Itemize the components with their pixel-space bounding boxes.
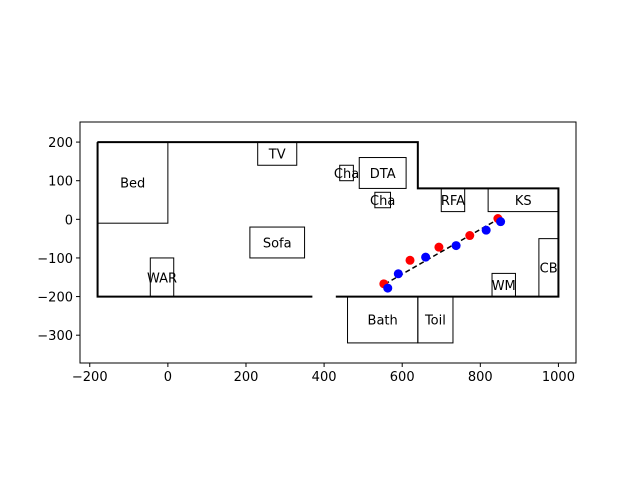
data-point-s1-2 (421, 252, 431, 262)
data-point-s1-3 (451, 241, 461, 251)
data-point-s1-4 (481, 225, 491, 235)
x-tick-label: 1000 (542, 370, 575, 385)
room-label-cha: Cha (334, 167, 359, 182)
data-point-s0-1 (405, 255, 415, 265)
room-label-sofa: Sofa (263, 237, 292, 252)
x-tick-label: −200 (72, 370, 108, 385)
room-label-rfa: RFA (441, 194, 465, 209)
room-label-bath: Bath (368, 314, 398, 329)
y-tick-label: 200 (48, 136, 73, 151)
room-label-war: WAR (147, 271, 177, 286)
rooms-layer: Bed TV Cha DTA Cha RFA KS Sofa WAR CB WM Bath Toil (97, 141, 559, 344)
room-label-tv: TV (268, 148, 286, 163)
x-tick-label: 400 (312, 370, 337, 385)
data-point-s0-2 (434, 242, 444, 252)
points-layer (379, 214, 506, 293)
room-label-wm: WM (492, 279, 516, 294)
room-label-toil: Toil (424, 314, 446, 329)
data-point-s1-1 (393, 269, 403, 279)
y-tick-label: −100 (37, 252, 73, 267)
x-tick-label: 0 (164, 370, 172, 385)
room-label-cb: CB (540, 262, 558, 277)
y-tick-label: −300 (37, 329, 73, 344)
room-label-cha: Cha (370, 194, 395, 209)
axes-frame (79, 121, 577, 364)
path-layer (384, 217, 501, 285)
dashed-path (384, 217, 501, 285)
x-tick-label: 600 (390, 370, 415, 385)
room-box-dta (358, 157, 407, 189)
data-point-s1-5 (496, 217, 506, 227)
room-box-cha (374, 191, 391, 209)
y-tick-label: 100 (48, 175, 73, 190)
room-label-ks: KS (515, 194, 532, 209)
walls-layer (96, 141, 560, 299)
data-point-s0-3 (465, 231, 475, 241)
axes-layer: −200 0 200 400 600 800 1000 −300 −200 −100 0 100 200 (37, 121, 577, 385)
x-tick-label: 800 (468, 370, 493, 385)
data-point-s1-0 (383, 283, 393, 293)
room-box-cha (339, 164, 354, 182)
y-tick-label: 0 (65, 213, 73, 228)
outer-wall (96, 141, 560, 298)
room-box-sofa (249, 226, 306, 259)
room-label-dta: DTA (370, 167, 396, 182)
x-tick-label: 200 (234, 370, 259, 385)
y-tick-label: −200 (37, 291, 73, 306)
room-label-bed: Bed (120, 177, 145, 192)
